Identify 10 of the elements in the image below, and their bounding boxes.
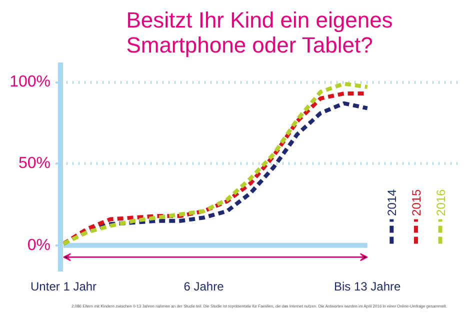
- x-tick-label: Bis 13 Jahre: [334, 280, 402, 294]
- y-tick-label: 0%: [27, 236, 50, 254]
- text: 2015: [409, 188, 424, 216]
- text: 2016: [434, 188, 448, 216]
- x-tick-label: Unter 1 Jahr: [30, 280, 97, 294]
- chart-title: Besitzt Ihr Kind ein eigenes Smartphone oder Tablet?: [126, 8, 393, 58]
- x-tick-label: 6 Jahre: [184, 280, 224, 294]
- text: 2014: [385, 188, 400, 216]
- y-tick-label: 100%: [10, 74, 50, 91]
- y-tick-label: 50%: [18, 155, 51, 172]
